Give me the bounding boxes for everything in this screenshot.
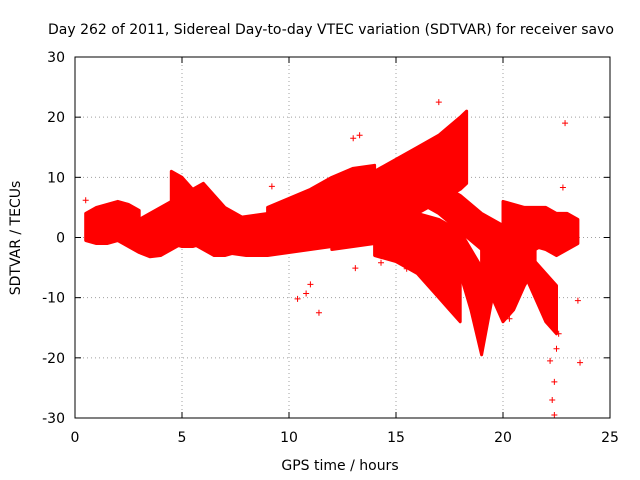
data-point: [82, 197, 89, 204]
data-point: [356, 132, 363, 139]
y-tick-label: 0: [56, 231, 65, 247]
tick-layer: 0 5 10 15 20 25 -30 -20 -10 0 10 20 30: [42, 50, 619, 446]
data-point: [521, 279, 528, 286]
y-tick-label: 10: [47, 170, 65, 186]
y-tick-label: -10: [42, 291, 65, 307]
data-point: [547, 357, 554, 364]
data-point: [553, 345, 560, 352]
x-tick-label: 20: [494, 430, 512, 446]
data-point: [551, 378, 558, 385]
y-tick-label: -20: [42, 351, 65, 367]
y-tick-label: 30: [47, 50, 65, 66]
data-point: [303, 290, 310, 297]
data-point: [574, 297, 581, 304]
data-point: [294, 295, 301, 302]
data-point: [559, 184, 566, 191]
data-point: [435, 99, 442, 106]
data-point: [549, 396, 556, 403]
x-tick-label: 15: [387, 430, 405, 446]
data-point: [352, 265, 359, 272]
y-tick-label: 20: [47, 110, 65, 126]
y-tick-label: -30: [42, 411, 65, 427]
data-band-arc-m: [501, 199, 580, 258]
data-point: [403, 265, 410, 272]
data-point: [555, 330, 562, 337]
x-tick-label: 5: [178, 430, 187, 446]
data-point: [562, 120, 569, 127]
data-band-arc-n: [522, 248, 558, 336]
data-point: [506, 315, 513, 322]
data-point: [378, 259, 385, 266]
data-point: [577, 359, 584, 366]
chart-title: Day 262 of 2011, Sidereal Day-to-day VTE…: [48, 22, 614, 38]
data-point: [315, 309, 322, 316]
data-point: [551, 411, 558, 418]
data-point: [350, 135, 357, 142]
y-axis-label: SDTVAR / TECUs: [8, 181, 24, 296]
data-layer: [82, 99, 584, 418]
x-tick-label: 25: [601, 430, 619, 446]
x-tick-label: 0: [71, 430, 80, 446]
x-axis-label: GPS time / hours: [281, 458, 398, 474]
data-point: [307, 281, 314, 288]
x-tick-label: 10: [280, 430, 298, 446]
data-point: [268, 183, 275, 190]
